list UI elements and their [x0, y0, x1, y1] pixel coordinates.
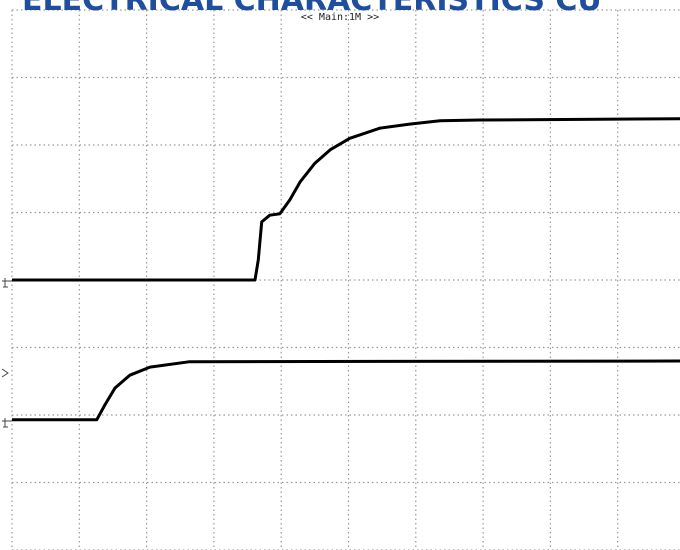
trace — [12, 359, 680, 422]
ch1-marker — [2, 278, 12, 288]
trigger-marker — [1, 368, 9, 378]
ground-markers — [1, 278, 12, 428]
ch2-marker — [2, 418, 12, 428]
grid — [11, 9, 680, 550]
timebase-label: << Main:1M >> — [301, 12, 379, 23]
page-heading: ELECTRICAL CHARACTERISTICS CU — [22, 0, 602, 18]
traces — [12, 117, 680, 422]
trace — [12, 117, 680, 282]
